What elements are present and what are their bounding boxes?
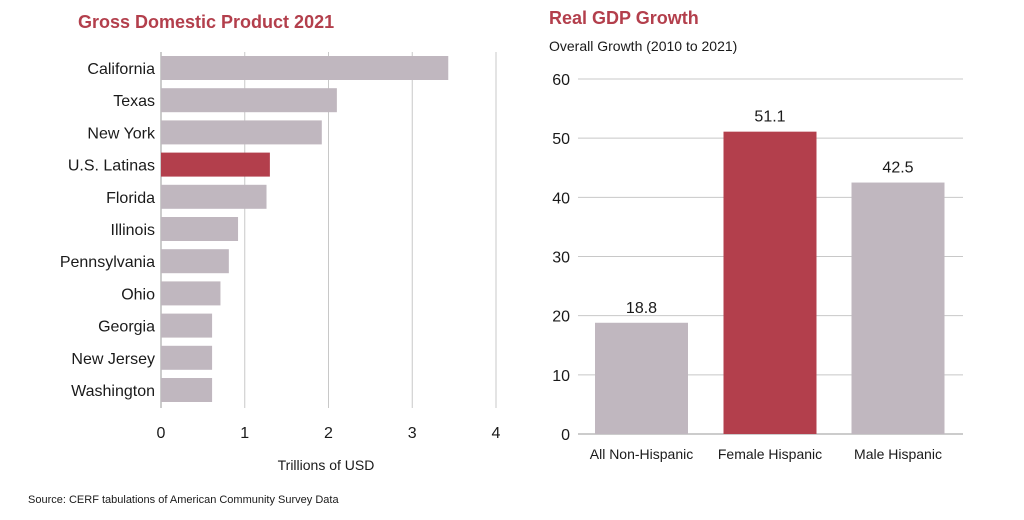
chart1-x-tick-label: 1 — [240, 425, 249, 442]
chart1-bar — [161, 120, 322, 145]
chart1-category-label: Ohio — [121, 286, 155, 303]
chart2-data-label: 42.5 — [882, 160, 913, 177]
chart1-bar — [161, 249, 229, 274]
chart1-bar — [161, 88, 337, 113]
chart1-category-label: Illinois — [111, 222, 155, 239]
chart2-bar — [723, 131, 817, 435]
chart2-subtitle: Overall Growth (2010 to 2021) — [549, 38, 738, 54]
chart2-bar — [851, 182, 945, 434]
chart1-x-tick-label: 4 — [492, 425, 501, 442]
chart1-bar — [161, 378, 213, 402]
chart1-bar — [161, 281, 221, 306]
chart1-category-label: Texas — [113, 93, 155, 110]
chart1-category-label: Georgia — [98, 319, 155, 336]
chart1-x-tick-label: 0 — [157, 425, 166, 442]
chart2-category-label: Male Hispanic — [854, 446, 942, 462]
chart1-category-label: Florida — [106, 190, 155, 207]
chart1-bar — [161, 152, 270, 177]
chart1-bar — [161, 184, 267, 209]
chart2-y-tick-label: 40 — [552, 190, 570, 207]
chart2-y-tick-label: 20 — [552, 309, 570, 326]
chart2-y-tick-label: 0 — [561, 427, 570, 444]
chart2-title: Real GDP Growth — [549, 8, 699, 28]
chart2-data-label: 18.8 — [626, 300, 657, 317]
chart2-y-tick-label: 30 — [552, 250, 570, 267]
chart1-bar — [161, 217, 239, 241]
chart1-category-label: California — [87, 61, 155, 78]
chart2-y-tick-label: 50 — [552, 131, 570, 148]
chart2-data-label: 51.1 — [754, 109, 785, 126]
chart2-category-label: All Non-Hispanic — [590, 446, 693, 462]
chart2-y-tick-label: 60 — [552, 72, 570, 89]
chart1-category-label: New York — [87, 125, 156, 142]
chart2-category-label: Female Hispanic — [718, 446, 822, 462]
chart1-x-tick-label: 2 — [324, 425, 333, 442]
source-note: Source: CERF tabulations of American Com… — [28, 494, 339, 506]
chart1-category-label: New Jersey — [71, 351, 155, 368]
chart1-category-label: Washington — [71, 383, 155, 400]
chart1-x-tick-label: 3 — [408, 425, 417, 442]
chart1-x-axis-label: Trillions of USD — [278, 457, 375, 473]
chart2-y-tick-label: 10 — [552, 368, 570, 385]
chart1-bar — [161, 345, 213, 370]
chart1-bar — [161, 56, 449, 80]
chart1-title: Gross Domestic Product 2021 — [78, 12, 335, 32]
chart1-category-label: Pennsylvania — [60, 254, 155, 271]
chart2-bar — [595, 322, 688, 434]
chart1-category-label: U.S. Latinas — [68, 158, 155, 175]
chart1-bar — [161, 313, 213, 338]
